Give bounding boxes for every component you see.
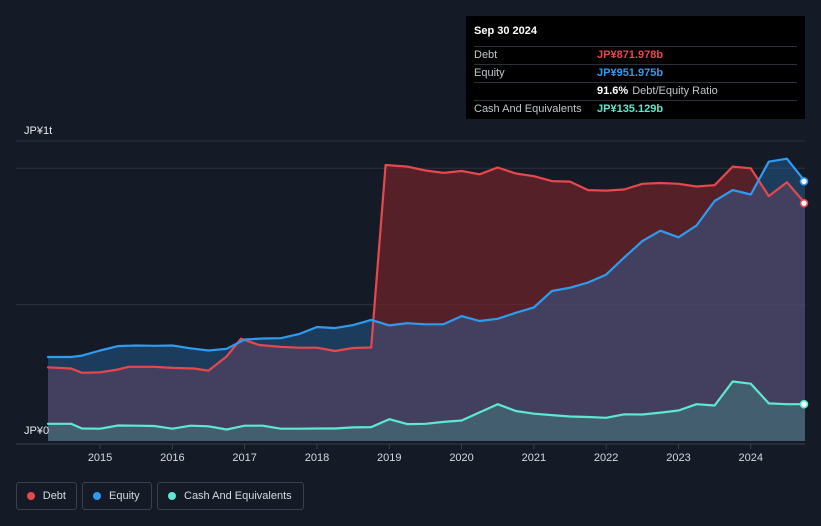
tooltip-row-debt: Debt JP¥871.978b xyxy=(474,46,797,64)
x-tick-label: 2015 xyxy=(88,452,112,464)
tooltip-row-ratio: 91.6% Debt/Equity Ratio xyxy=(474,82,797,100)
debt-area xyxy=(48,165,805,441)
y-tick-label-top: JP¥1t xyxy=(24,125,53,137)
legend-label: Cash And Equivalents xyxy=(184,490,292,502)
tooltip-value: JP¥871.978b xyxy=(597,49,664,61)
tooltip-label: Debt xyxy=(474,49,498,61)
tooltip-label: Equity xyxy=(474,67,505,79)
equity-area xyxy=(48,158,805,441)
debt-endpoint xyxy=(799,198,809,208)
tooltip-date: Sep 30 2024 xyxy=(474,25,537,37)
x-tick-label: 2022 xyxy=(594,452,618,464)
cash-and-equivalents-endpoint xyxy=(799,399,809,409)
hover-tooltip: Sep 30 2024 Debt JP¥871.978b Equity JP¥9… xyxy=(466,16,805,119)
legend-dot xyxy=(27,492,35,500)
x-tick-label: 2016 xyxy=(160,452,184,464)
equity-line xyxy=(46,157,807,359)
x-axis: 2015 2016 2017 2018 2019 2020 2021 2022 2023 2024 xyxy=(88,444,763,464)
x-tick-label: 2017 xyxy=(232,452,256,464)
debt-line xyxy=(46,163,807,374)
tooltip-value: 91.6% xyxy=(597,85,629,97)
legend-dot xyxy=(168,492,176,500)
legend-item-debt[interactable]: Debt xyxy=(16,482,77,510)
legend-item-equity[interactable]: Equity xyxy=(82,482,152,510)
tooltip-value: JP¥135.129b xyxy=(597,103,664,115)
x-tick-label: 2018 xyxy=(305,452,329,464)
cash-and-equivalents-area xyxy=(48,381,805,441)
tooltip-subtext: Debt/Equity Ratio xyxy=(632,85,718,97)
legend-label: Debt xyxy=(42,490,66,502)
tooltip-value: JP¥951.975b xyxy=(597,67,664,79)
x-tick-label: 2024 xyxy=(739,452,763,464)
series-endpoints xyxy=(799,177,809,409)
series-areas xyxy=(48,158,805,441)
equity-endpoint xyxy=(799,177,809,186)
x-tick-label: 2019 xyxy=(377,452,401,464)
legend-dot xyxy=(93,492,101,500)
tooltip-label: Cash And Equivalents xyxy=(474,103,582,115)
x-tick-label: 2020 xyxy=(449,452,473,464)
legend-label: Equity xyxy=(109,490,140,502)
x-tick-label: 2021 xyxy=(522,452,546,464)
series-lines xyxy=(46,157,807,431)
tooltip-label xyxy=(474,83,597,100)
legend-item-cash[interactable]: Cash And Equivalents xyxy=(157,482,304,510)
tooltip-row-equity: Equity JP¥951.975b xyxy=(474,64,797,82)
y-tick-label-zero: JP¥0 xyxy=(24,425,50,437)
tooltip-row-cash: Cash And Equivalents JP¥135.129b xyxy=(474,100,797,118)
cash-and-equivalents-line xyxy=(46,380,807,431)
x-tick-label: 2023 xyxy=(666,452,690,464)
